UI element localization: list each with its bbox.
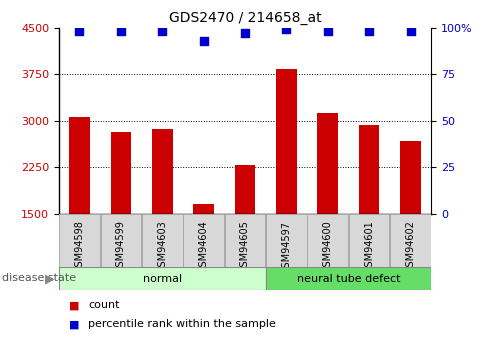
Text: GSM94600: GSM94600 <box>323 220 333 273</box>
FancyBboxPatch shape <box>100 215 141 268</box>
FancyBboxPatch shape <box>183 215 224 268</box>
Text: neural tube defect: neural tube defect <box>296 274 400 284</box>
FancyBboxPatch shape <box>225 215 265 268</box>
Bar <box>318 113 338 214</box>
Point <box>117 29 125 34</box>
FancyBboxPatch shape <box>266 215 307 268</box>
Point <box>241 30 249 36</box>
Point <box>282 27 290 32</box>
FancyBboxPatch shape <box>266 267 431 290</box>
Text: ■: ■ <box>69 300 79 310</box>
FancyBboxPatch shape <box>349 215 390 268</box>
Text: ■: ■ <box>69 319 79 329</box>
Text: GSM94604: GSM94604 <box>198 220 209 273</box>
Text: percentile rank within the sample: percentile rank within the sample <box>88 319 276 329</box>
Text: GSM94605: GSM94605 <box>240 220 250 273</box>
Text: ▶: ▶ <box>45 272 55 285</box>
Text: GSM94598: GSM94598 <box>74 220 84 273</box>
Text: GSM94599: GSM94599 <box>116 220 126 273</box>
Bar <box>69 117 90 214</box>
Bar <box>359 125 379 214</box>
FancyBboxPatch shape <box>308 215 348 268</box>
Bar <box>400 141 421 214</box>
Bar <box>276 69 297 214</box>
Title: GDS2470 / 214658_at: GDS2470 / 214658_at <box>169 11 321 25</box>
FancyBboxPatch shape <box>142 215 182 268</box>
Point <box>324 29 332 34</box>
Text: GSM94603: GSM94603 <box>157 220 167 273</box>
Text: GSM94602: GSM94602 <box>406 220 416 273</box>
FancyBboxPatch shape <box>390 215 431 268</box>
FancyBboxPatch shape <box>59 267 266 290</box>
Bar <box>235 165 255 214</box>
Text: GSM94601: GSM94601 <box>364 220 374 273</box>
FancyBboxPatch shape <box>59 215 100 268</box>
Text: disease state: disease state <box>2 274 76 283</box>
Point <box>158 29 166 34</box>
Text: normal: normal <box>143 274 182 284</box>
Point <box>200 38 208 43</box>
Text: GSM94597: GSM94597 <box>281 220 292 274</box>
Text: count: count <box>88 300 120 310</box>
Bar <box>152 129 172 214</box>
Bar <box>111 132 131 214</box>
Point <box>407 29 415 34</box>
Point <box>75 29 83 34</box>
Point <box>365 29 373 34</box>
Bar <box>193 204 214 214</box>
